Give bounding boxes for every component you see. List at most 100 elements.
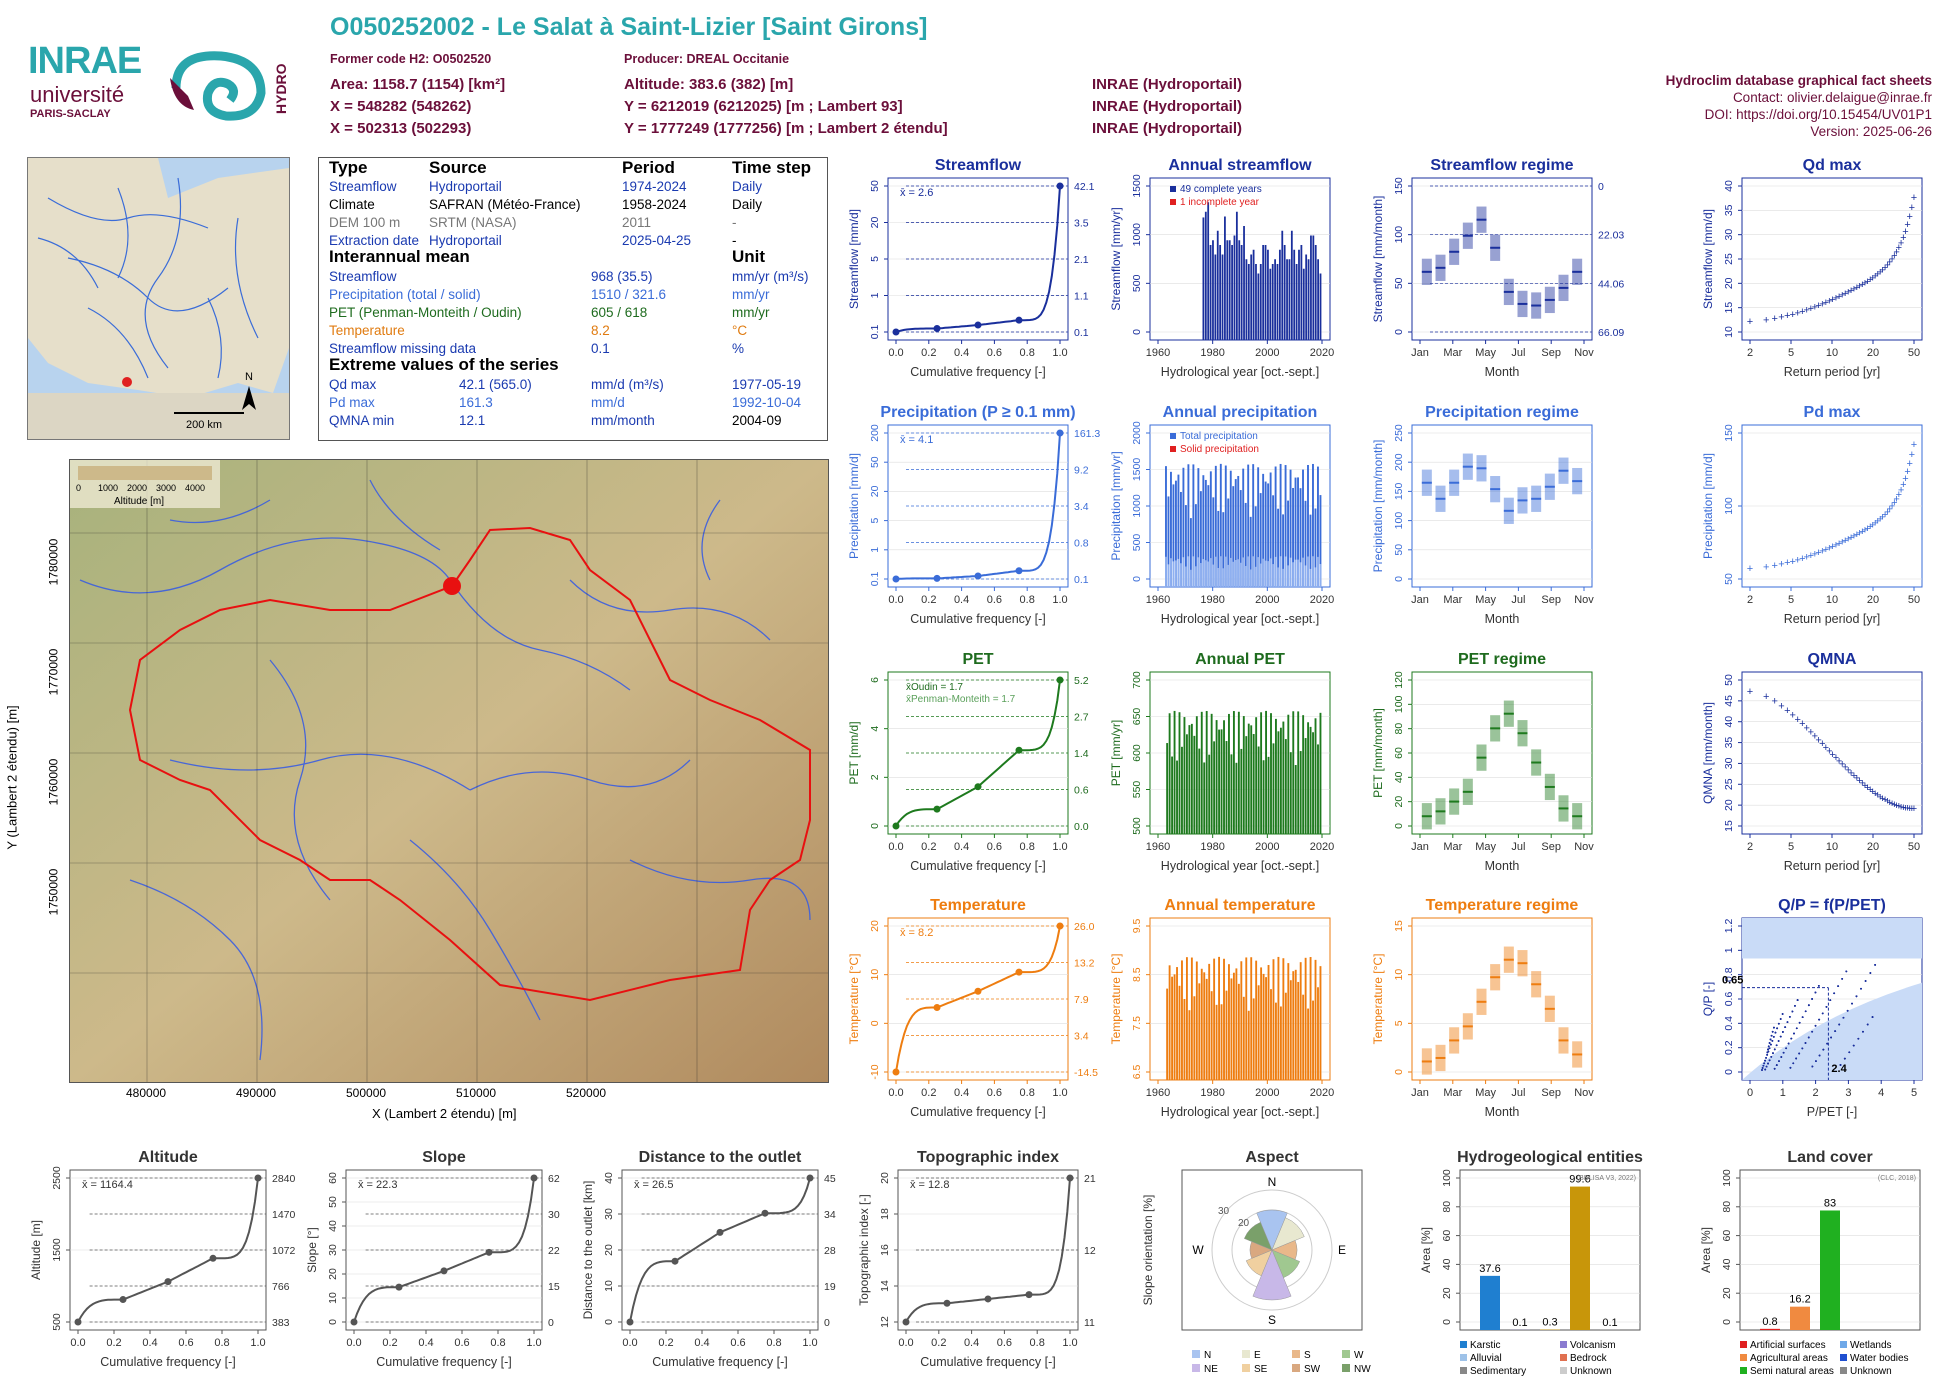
year-bar <box>1184 505 1187 587</box>
x-tick-label: 1980 <box>1200 594 1224 606</box>
year-bar <box>1214 465 1217 587</box>
daily-point <box>1874 964 1877 966</box>
return-period-point: + <box>1909 803 1915 815</box>
y-tick-label: 1500 <box>1131 458 1143 482</box>
year-bar <box>1267 249 1269 340</box>
return-period-point: + <box>1875 790 1881 802</box>
x-tick-label: 0.2 <box>658 1337 673 1349</box>
return-period-point: + <box>1896 242 1902 254</box>
x-tick-label: Mar <box>1443 1087 1462 1099</box>
y-tick-label: 0.8 <box>1723 967 1735 982</box>
budyko-zone <box>1742 982 1922 1080</box>
daily-point <box>1817 984 1820 987</box>
mean-label: Streamflow <box>329 269 397 284</box>
year-bar <box>1223 958 1225 1080</box>
x-tick-label: Jan <box>1411 347 1429 359</box>
y-tick-label: 4 <box>869 726 881 732</box>
row-step: Daily <box>732 179 763 194</box>
daily-point <box>1798 1052 1801 1055</box>
extreme-value: 42.1 (565.0) <box>459 377 532 392</box>
y-tick-label: 20 <box>603 1244 615 1256</box>
aspect-legend-entry: SE <box>1254 1364 1268 1375</box>
x-tick-label: 2020 <box>1310 594 1334 606</box>
y-axis-label: Precipitation [mm/yr] <box>1109 451 1123 560</box>
year-bar <box>1188 725 1191 834</box>
chart-qp_ppet: P/PET [-] Q/P [-] 0 0.2 0.4 0.6 0.8 1 1.2 0 1 2 3 4 5 0… <box>1701 897 1923 1119</box>
return-period-point: + <box>1879 793 1885 805</box>
return-period-point: + <box>1909 449 1915 461</box>
daily-point <box>1848 1051 1851 1054</box>
year-bar <box>1223 720 1225 834</box>
quantile-point <box>626 1318 634 1326</box>
chart-precipitation_regime: Month Precipitation [mm/month] 0 50 100 150 20… <box>1371 404 1594 626</box>
year-bar <box>1200 968 1203 1080</box>
right-tick-label: 1.1 <box>1074 291 1089 303</box>
year-bar <box>1166 988 1169 1080</box>
chart-pet: Cumulative frequency [-] PET [mm/d] 0 2 4 6 0.… <box>847 651 1089 873</box>
year-bar <box>1278 249 1281 340</box>
year-bar <box>1212 240 1214 340</box>
year-bar <box>1304 738 1307 834</box>
return-period-point: + <box>1884 796 1890 808</box>
chart-title: Aspect <box>1245 1149 1299 1166</box>
year-bar <box>1247 264 1250 340</box>
daily-point <box>1801 1016 1804 1019</box>
area-legend-entry: Unknown <box>1850 1366 1892 1377</box>
y-tick-label: 14 <box>879 1280 891 1292</box>
area-legend-swatch <box>1740 1341 1747 1348</box>
x-tick-label: May <box>1475 1087 1496 1099</box>
return-period-point: + <box>1867 521 1873 533</box>
x-axis-label: Month <box>1485 859 1520 873</box>
area-legend-swatch <box>1560 1341 1567 1348</box>
return-period-point: + <box>1902 473 1908 485</box>
daily-point <box>1775 1064 1778 1066</box>
year-bar <box>1165 466 1167 587</box>
chart-title: Annual streamflow <box>1168 157 1312 174</box>
area-legend-swatch <box>1460 1354 1467 1361</box>
area-legend-swatch <box>1740 1367 1747 1374</box>
y-axis-label: Precipitation [mm/d] <box>1701 453 1715 559</box>
x-tick-label: 2000 <box>1255 347 1279 359</box>
quantile-point <box>1066 1174 1074 1182</box>
daily-point <box>1767 1045 1770 1048</box>
daily-point <box>1761 1069 1763 1071</box>
y-tick-label: 500 <box>51 1313 63 1331</box>
mean-label: x̄ = 22.3 <box>358 1179 397 1191</box>
year-bar <box>1289 752 1292 834</box>
right-tick-label: 0.6 <box>1074 785 1089 797</box>
source-1: INRAE (Hydroportail) <box>1092 76 1242 93</box>
daily-point <box>1785 1047 1788 1050</box>
aspect-legend-entry: NE <box>1204 1364 1218 1375</box>
year-bar <box>1314 718 1317 834</box>
return-period-point: + <box>1826 543 1832 555</box>
y-axis-label: Topographic index [-] <box>857 1194 871 1305</box>
year-bar <box>1297 711 1300 834</box>
area-legend-entry: Artificial surfaces <box>1750 1340 1826 1351</box>
year-bar <box>1302 715 1305 834</box>
chart-annual_streamflow: Hydrological year [oct.-sept.] Streamflow… <box>1109 157 1334 379</box>
x-axis-label: Return period [yr] <box>1784 365 1881 379</box>
return-period-point: + <box>1808 727 1814 739</box>
y-tick-label: 0 <box>1393 329 1405 335</box>
year-bar <box>1235 968 1238 1080</box>
return-period-point: + <box>1902 226 1908 238</box>
year-bar <box>1171 976 1174 1080</box>
return-period-point: + <box>1862 780 1868 792</box>
y-tick-label: 6.5 <box>1131 1065 1143 1080</box>
return-period-point: + <box>1815 734 1821 746</box>
daily-point <box>1771 1030 1774 1033</box>
solid-precip-bar <box>1274 556 1277 587</box>
year-bar <box>1242 468 1245 587</box>
year-bar <box>1262 973 1265 1080</box>
chart-title: Streamflow <box>935 157 1022 174</box>
return-period-point: + <box>1812 301 1818 313</box>
map-ylabel: Y (Lambert 2 étendu) [m] <box>4 705 20 850</box>
year-bar <box>1232 486 1235 587</box>
daily-point <box>1779 1035 1782 1038</box>
extreme-date: 1977-05-19 <box>732 377 802 392</box>
return-period-point: + <box>1794 554 1800 566</box>
return-period-point: + <box>1898 484 1904 496</box>
year-bar <box>1257 985 1260 1080</box>
return-period-point: + <box>1907 803 1913 815</box>
y-tick-label: 2000 <box>1131 421 1143 445</box>
